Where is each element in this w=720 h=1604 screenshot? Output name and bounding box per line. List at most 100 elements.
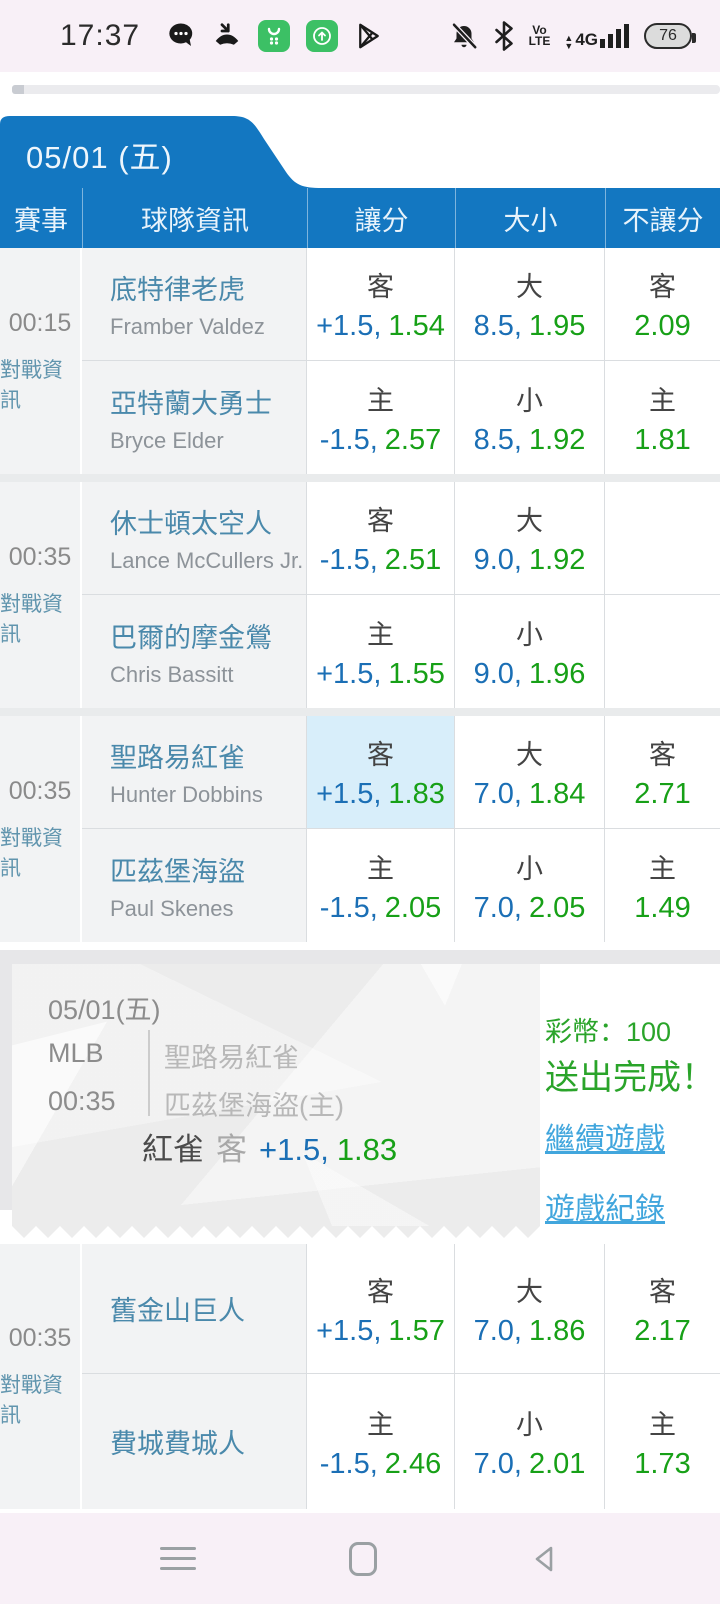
total-cell[interactable]: 大 7.0, 1.86 [455,1244,605,1374]
total-cell[interactable]: 小 7.0, 2.05 [455,829,605,942]
moneyline-cell[interactable]: 客 2.71 [605,716,720,829]
upload-app-icon [306,20,339,52]
game-block: 00:35 對戰資訊 聖路易紅雀 Hunter Dobbins 客 +1.5, 1… [0,716,720,942]
team-link[interactable]: 聖路易紅雀 [110,743,245,773]
side-label: 客 [649,272,676,302]
total-cell[interactable]: 小 8.5, 1.92 [455,361,605,474]
side-label: 客 [649,740,676,770]
volte-icon: Vo LTE [528,23,551,48]
moneyline-cell[interactable]: 主 1.49 [605,829,720,942]
pitcher-name: Chris Bassitt [110,661,234,687]
recents-button[interactable] [160,1547,196,1570]
bluetooth-icon [494,21,513,51]
table-header: 賽事 球隊資訊 讓分 大小 不讓分 [0,188,720,248]
continue-game-link[interactable]: 繼續遊戲 [545,1123,665,1156]
team-cell: 亞特蘭大勇士 Bryce Elder [82,361,307,474]
moneyline-cell[interactable]: 客 2.09 [605,248,720,361]
spread-cell[interactable]: 客 +1.5, 1.54 [307,248,455,361]
chat-notification-icon [169,23,193,46]
team-link[interactable]: 匹茲堡海盜 [110,856,245,887]
moneyline-cell[interactable]: 主 1.73 [605,1374,720,1509]
team-cell: 費城費城人 [82,1374,307,1509]
total-line: 7.0, [473,891,522,924]
team-link[interactable]: 底特律老虎 [110,275,245,305]
spread-cell[interactable]: 主 +1.5, 1.55 [307,595,455,708]
total-line: 8.5, [473,423,522,456]
bet-team: 紅雀 [142,1132,204,1167]
spread-cell[interactable]: 客 +1.5, 1.57 [307,1244,455,1374]
side-label: 主 [367,853,394,884]
moneyline-odds: 2.09 [634,310,691,342]
game-history-link[interactable]: 遊戲紀錄 [545,1193,665,1226]
spread-cell[interactable]: 主 -1.5, 2.05 [307,829,455,942]
team-cell: 聖路易紅雀 Hunter Dobbins [82,716,307,829]
header-team-info: 球隊資訊 [82,188,307,248]
side-label: 小 [516,619,543,650]
header-spread: 讓分 [307,188,455,248]
team-link[interactable]: 巴爾的摩金鶯 [110,622,272,653]
scroll-handle-nub [12,85,24,94]
spread-line: +1.5, [316,657,382,690]
side-label: 大 [516,740,543,770]
spread-cell[interactable]: 主 -1.5, 2.46 [307,1374,455,1509]
spread-cell[interactable]: 主 -1.5, 2.57 [307,361,455,474]
match-info-link[interactable]: 對戰資訊 [0,826,63,880]
total-odds: 1.95 [528,310,586,342]
side-label: 主 [649,385,676,416]
side-label: 客 [367,1276,394,1307]
total-cell[interactable]: 大 7.0, 1.84 [455,716,605,829]
moneyline-cell[interactable]: 主 1.81 [605,361,720,474]
team-link[interactable]: 舊金山巨人 [110,1296,245,1326]
total-cell[interactable]: 大 8.5, 1.95 [455,248,605,361]
side-label: 大 [516,272,543,302]
back-button[interactable] [530,1544,560,1574]
home-button[interactable] [349,1541,377,1576]
header-event: 賽事 [14,205,68,236]
bell-muted-icon [451,23,477,49]
total-odds: 1.84 [528,778,586,810]
green-app-icon [258,20,291,52]
spread-odds: 2.05 [384,891,442,924]
spread-odds: 2.51 [384,544,442,576]
team-cell: 舊金山巨人 [82,1244,307,1374]
team-cell: 匹茲堡海盜 Paul Skenes [82,829,307,942]
scroll-handle[interactable] [12,85,720,94]
moneyline-cell[interactable]: 客 2.17 [605,1244,720,1374]
spread-odds: 1.83 [388,778,445,810]
bet-slip-section: 05/01(五) MLB 00:35 聖路易紅雀 匹茲堡海盜(主) 紅雀客 +1.… [0,950,720,1244]
total-cell[interactable]: 小 7.0, 2.01 [455,1374,605,1509]
team-link[interactable]: 亞特蘭大勇士 [110,388,272,419]
missed-call-icon [215,23,239,45]
match-info-link[interactable]: 對戰資訊 [0,358,63,412]
match-time: 00:15 [8,308,72,337]
pitcher-name: Bryce Elder [110,427,224,453]
spread-cell-selected[interactable]: 客 +1.5, 1.83 [307,716,455,829]
side-label: 主 [367,1409,394,1440]
pitcher-name: Paul Skenes [110,895,234,921]
slip-league: MLB [48,1038,104,1068]
total-cell[interactable]: 小 9.0, 1.96 [455,595,605,708]
pitcher-name: Hunter Dobbins [110,782,263,807]
slip-bet-line: 紅雀客 +1.5, 1.83 [142,1124,397,1169]
game-block: 00:35 對戰資訊 休士頓太空人 Lance McCullers Jr. 客 … [0,482,720,708]
team-cell: 底特律老虎 Framber Valdez [82,248,307,361]
spread-cell[interactable]: 客 -1.5, 2.51 [307,482,455,595]
total-cell[interactable]: 大 9.0, 1.92 [455,482,605,595]
spread-line: -1.5, [319,1447,378,1480]
match-info-link[interactable]: 對戰資訊 [0,1374,63,1427]
match-time-cell: 00:15 對戰資訊 [0,248,82,474]
team-link[interactable]: 休士頓太空人 [110,509,272,539]
side-label: 大 [516,1276,543,1307]
side-label: 主 [649,853,676,884]
side-label: 客 [367,740,394,770]
battery-icon: 76 [644,23,696,49]
bet-odds: 1.83 [336,1132,398,1167]
moneyline-odds: 2.17 [634,1314,691,1347]
match-info-link[interactable]: 對戰資訊 [0,592,63,646]
date-tab-label[interactable]: 05/01 (五) [26,140,173,175]
team-link[interactable]: 費城費城人 [110,1429,245,1459]
side-label: 大 [516,506,543,536]
spread-line: +1.5, [316,778,382,810]
moneyline-odds: 1.73 [634,1447,691,1480]
